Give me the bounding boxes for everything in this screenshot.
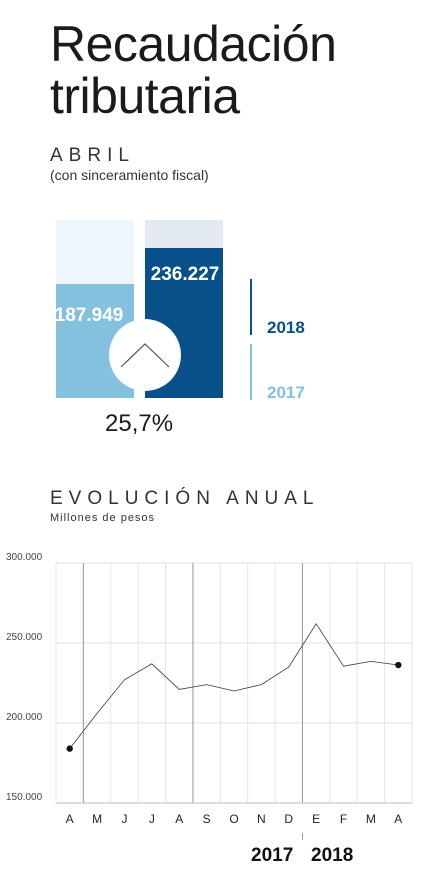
x-tick-label: N	[257, 812, 266, 826]
change-percentage: 25,7%	[105, 410, 174, 437]
fiscal-note: (con sinceramiento fiscal)	[50, 167, 209, 183]
x-tick-label: S	[203, 812, 211, 826]
y-tick-label: 250.000	[6, 632, 43, 643]
x-tick-label: J	[121, 812, 127, 826]
legend-label-2018: 2018	[267, 318, 305, 337]
unit-label: Millones de pesos	[50, 512, 156, 524]
up-arrow-icon	[120, 343, 170, 368]
x-tick-label: A	[175, 812, 183, 826]
x-tick-label: M	[366, 812, 376, 826]
year-label-2017: 2017	[251, 845, 294, 866]
y-tick-label: 300.000	[6, 552, 43, 563]
x-tick-label: A	[66, 812, 74, 826]
y-tick-label: 200.000	[6, 712, 43, 723]
x-tick-label: F	[340, 812, 347, 826]
value-2017: 187.949	[54, 305, 124, 326]
y-tick-label: 150.000	[6, 792, 43, 803]
x-tick-label: J	[149, 812, 155, 826]
year-label-2018: 2018	[311, 845, 354, 866]
series-line	[69, 623, 399, 749]
legend-label-2017: 2017	[267, 383, 305, 402]
start-point-marker	[66, 745, 73, 752]
change-circle	[109, 319, 181, 391]
end-point-marker	[395, 661, 402, 669]
x-tick-label: M	[92, 812, 102, 826]
x-tick-label: D	[284, 812, 293, 826]
legend-line-2017	[250, 344, 252, 400]
x-tick-label: E	[312, 812, 320, 826]
evolution-line-chart: 300.000 250.000 200.000 150.000 A M J J A S O N D E F M…	[6, 552, 413, 840]
title-line-1: Recaudación	[50, 16, 337, 72]
title-line-2: tributaria	[50, 68, 240, 124]
evolution-title: EVOLUCIÓN ANUAL	[50, 488, 320, 509]
x-tick-label: A	[394, 812, 402, 826]
page-title: Recaudación tributaria	[50, 16, 337, 124]
value-2018: 236.227	[150, 264, 220, 285]
month-label: ABRIL	[50, 145, 135, 166]
x-tick-label: O	[229, 812, 238, 826]
legend-line-2018	[250, 279, 252, 335]
